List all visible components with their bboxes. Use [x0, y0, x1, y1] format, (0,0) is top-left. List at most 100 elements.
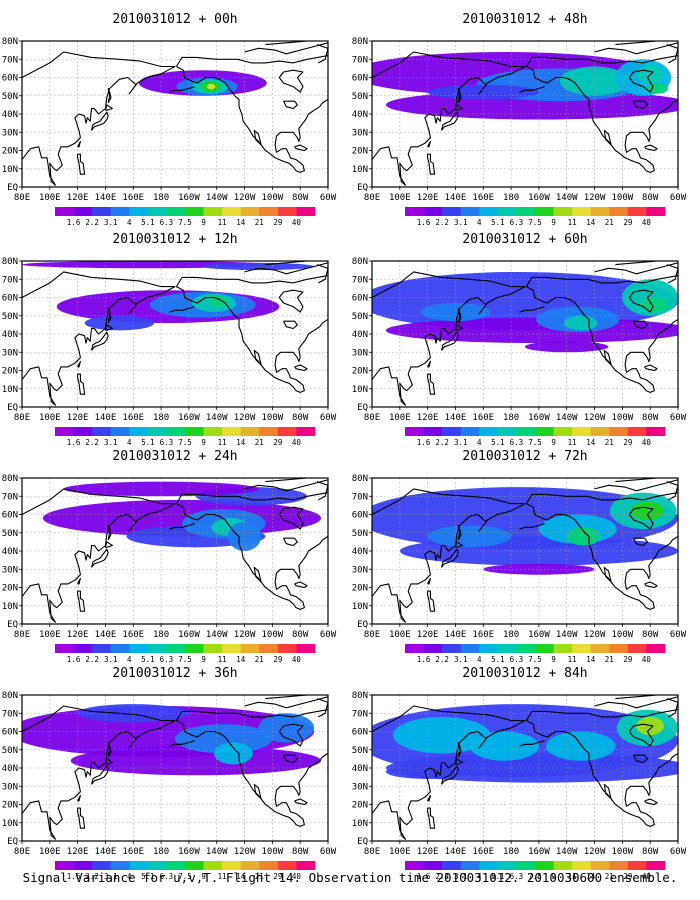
- colorbar-swatch: [572, 861, 592, 870]
- colorbar-label: 6.3: [510, 218, 524, 227]
- y-tick-label: 70N: [2, 492, 18, 502]
- y-tick-label: 40N: [352, 110, 368, 120]
- colorbar-label: 1.6: [67, 438, 81, 447]
- y-tick-label: 80N: [2, 257, 18, 267]
- x-tick-label: 140E: [445, 630, 467, 640]
- colorbar-swatch: [259, 207, 279, 216]
- x-tick-label: 100E: [389, 193, 411, 203]
- colorbar-swatch: [516, 861, 536, 870]
- colorbar-label: 21: [605, 218, 614, 227]
- colorbar-label: 21: [255, 438, 264, 447]
- colorbar-label: 5.1: [491, 218, 505, 227]
- y-tick-label: EQ: [7, 403, 18, 413]
- colorbar-label: 7.5: [528, 872, 542, 881]
- colorbar: 1.6 2.2 3.1 4 5.1 6.3 7.5 9 11 14 21 29 40: [55, 207, 316, 227]
- colorbar-label: 2.2: [85, 655, 99, 664]
- colorbar-swatch: [222, 861, 242, 870]
- colorbar-label: 2.2: [435, 872, 449, 881]
- colorbar-swatch: [73, 207, 93, 216]
- x-tick-label: 140E: [445, 413, 467, 423]
- colorbar-swatch: [479, 861, 499, 870]
- colorbar-swatch: [240, 427, 260, 436]
- colorbar-label: 21: [605, 438, 614, 447]
- colorbar-swatch: [129, 644, 149, 653]
- colorbar-swatch: [479, 644, 499, 653]
- x-tick-label: 140E: [95, 193, 117, 203]
- colorbar-label: 40: [642, 218, 652, 227]
- colorbar-label: 9: [551, 438, 556, 447]
- colorbar-label: 2.2: [85, 872, 99, 881]
- variance-contour: [206, 83, 216, 90]
- figure-caption: Signal Variance for u,v,T. Flight 14. Ob…: [22, 870, 678, 885]
- colorbar-swatch: [572, 644, 592, 653]
- colorbar-swatch: [259, 644, 279, 653]
- y-tick-label: 10N: [352, 819, 368, 829]
- y-tick-label: 70N: [352, 709, 368, 719]
- colorbar-label: 6.3: [510, 438, 524, 447]
- colorbar-label: 4: [477, 872, 482, 881]
- y-tick-label: EQ: [357, 183, 368, 193]
- colorbar-swatch: [405, 427, 424, 436]
- colorbar-swatch: [259, 427, 279, 436]
- x-tick-label: 80W: [292, 413, 309, 423]
- variance-contour: [640, 297, 669, 313]
- x-tick-label: 140E: [95, 413, 117, 423]
- x-tick-label: 120W: [234, 193, 256, 203]
- colorbar-label: 29: [273, 655, 282, 664]
- colorbar: 1.6 2.2 3.1 4 5.1 6.3 7.5 9 11 14 21 29 40: [405, 427, 666, 447]
- y-tick-label: 50N: [352, 529, 368, 539]
- colorbar-label: 7.5: [178, 655, 192, 664]
- x-tick-label: 180: [153, 847, 169, 857]
- x-tick-label: 120E: [67, 847, 89, 857]
- colorbar-label: 40: [292, 438, 302, 447]
- x-tick-label: 120E: [67, 413, 89, 423]
- colorbar-swatch: [497, 207, 517, 216]
- colorbar-label: 1.6: [417, 218, 431, 227]
- colorbar-swatch: [646, 207, 666, 216]
- variance-contour: [213, 742, 253, 765]
- colorbar: 1.6 2.2 3.1 4 5.1 6.3 7.5 9 11 14 21 29 40: [55, 644, 316, 664]
- colorbar-swatch: [147, 207, 167, 216]
- colorbar-label: 40: [642, 655, 652, 664]
- panel-title: 2010031012 + 84h: [462, 666, 587, 681]
- x-tick-label: 60W: [670, 413, 687, 423]
- colorbar-swatch: [590, 207, 610, 216]
- colorbar-label: 40: [292, 872, 302, 881]
- x-tick-label: 100E: [39, 847, 61, 857]
- colorbar-swatch: [423, 207, 443, 216]
- y-tick-label: 20N: [352, 147, 368, 157]
- colorbar: 1.6 2.2 3.1 4 5.1 6.3 7.5 9 11 14 21 29 40: [55, 427, 316, 447]
- colorbar-swatch: [296, 644, 316, 653]
- colorbar-swatch: [627, 644, 647, 653]
- variance-contour: [427, 84, 539, 100]
- x-tick-label: 160E: [122, 847, 144, 857]
- colorbar-swatch: [590, 644, 610, 653]
- gridlines: [22, 261, 328, 407]
- colorbar: 1.6 2.2 3.1 4 5.1 6.3 7.5 9 11 14 21 29 40: [405, 861, 666, 881]
- map-panel-p60: 2010031012 + 60h 80E 100E 120E 140E 160E 180 16…: [352, 232, 687, 447]
- x-tick-label: 80W: [292, 193, 309, 203]
- y-tick-label: 10N: [2, 385, 18, 395]
- y-tick-label: 40N: [352, 764, 368, 774]
- x-tick-label: 100W: [612, 413, 634, 423]
- colorbar-swatch: [553, 644, 573, 653]
- y-tick-label: 20N: [352, 584, 368, 594]
- colorbar-label: 14: [586, 438, 596, 447]
- variance-contour: [208, 295, 228, 307]
- panel-title: 2010031012 + 24h: [112, 449, 237, 464]
- y-tick-label: 10N: [352, 165, 368, 175]
- variance-field: [22, 261, 315, 331]
- x-tick-label: 80E: [364, 413, 380, 423]
- x-tick-label: 80E: [364, 847, 380, 857]
- y-tick-label: 10N: [352, 385, 368, 395]
- y-tick-label: 10N: [2, 602, 18, 612]
- x-tick-label: 140W: [206, 413, 228, 423]
- map-panel-p72: 2010031012 + 72h 80E 100E 120E 140E 160E 180 16…: [352, 449, 687, 664]
- colorbar-swatch: [147, 427, 167, 436]
- colorbar-swatch: [222, 644, 242, 653]
- colorbar-label: 14: [236, 872, 246, 881]
- colorbar-swatch: [646, 427, 666, 436]
- colorbar-label: 14: [586, 218, 596, 227]
- x-tick-label: 180: [153, 630, 169, 640]
- panel-title: 2010031012 + 72h: [462, 449, 587, 464]
